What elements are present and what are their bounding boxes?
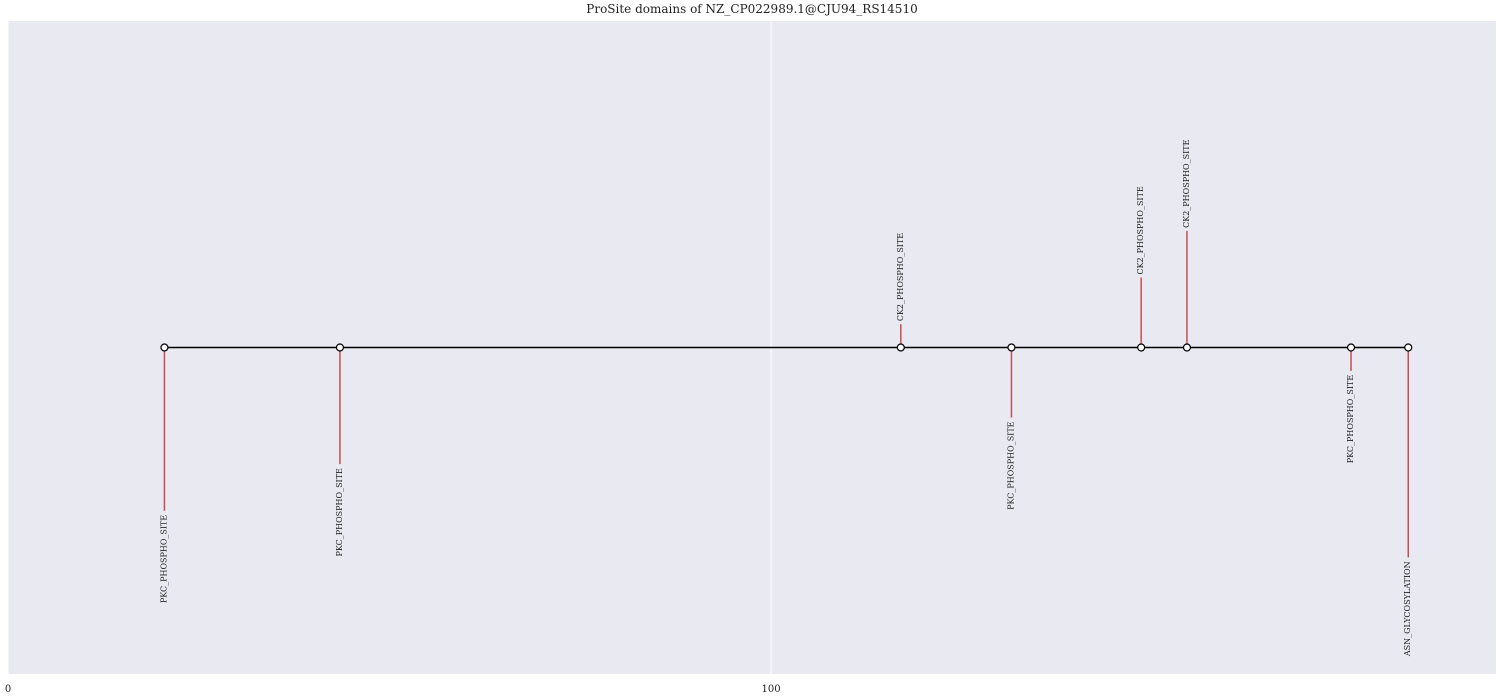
site-label: PKC_PHOSPHO_SITE — [159, 515, 168, 604]
site-marker — [1182, 343, 1192, 352]
site-stems — [163, 230, 1409, 558]
site-label: ASN_GLYCOSYLATION — [1403, 561, 1412, 657]
site-marker — [1404, 343, 1413, 352]
site-marker — [1346, 343, 1356, 352]
x-axis-ticks: 0 100 — [5, 684, 781, 695]
site-markers — [160, 343, 1413, 352]
x-tick-label: 100 — [762, 684, 781, 695]
chart-title: ProSite domains of NZ_CP022989.1@CJU94_R… — [586, 2, 917, 16]
site-marker — [896, 343, 905, 352]
site-label: CK2_PHOSPHO_SITE — [896, 233, 905, 321]
site-marker — [335, 343, 345, 352]
site-marker — [1137, 343, 1146, 352]
x-tick-label: 0 — [5, 684, 11, 695]
site-marker — [1007, 343, 1016, 352]
site-label: PKC_PHOSPHO_SITE — [1346, 375, 1355, 464]
site-label: PKC_PHOSPHO_SITE — [335, 468, 344, 557]
site-label: CK2_PHOSPHO_SITE — [1136, 186, 1145, 274]
site-marker — [160, 343, 169, 352]
site-labels: PKC_PHOSPHO_SITE PKC_PHOSPHO_SITE CK2_PHOS… — [159, 139, 1412, 657]
site-label: CK2_PHOSPHO_SITE — [1182, 139, 1191, 227]
site-label: PKC_PHOSPHO_SITE — [1006, 421, 1015, 510]
